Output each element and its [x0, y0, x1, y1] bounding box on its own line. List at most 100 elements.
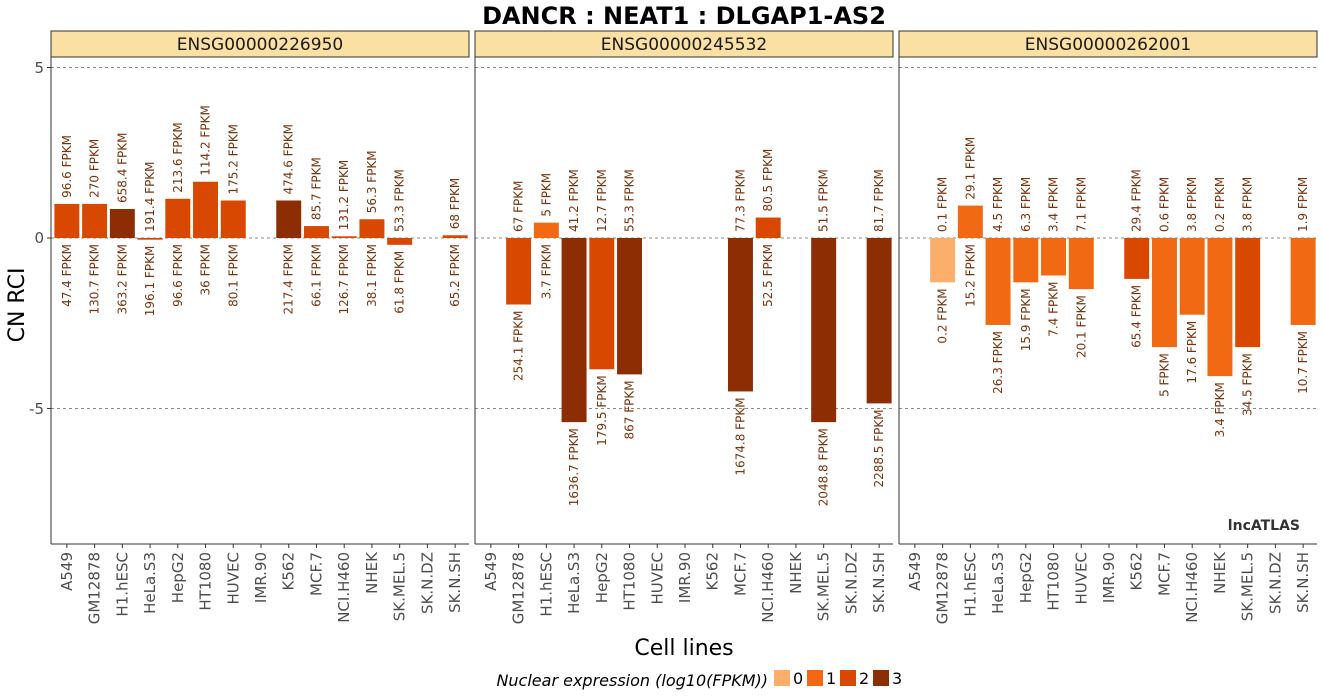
cyto-fpkm-label: 114.2 FPKM [199, 105, 213, 176]
y-axis-title: CN RCI [5, 268, 30, 343]
lncatlas-watermark: lncATLAS [1228, 518, 1300, 534]
cyto-fpkm-label: 658.4 FPKM [115, 132, 129, 203]
x-tick-label: K562 [704, 552, 722, 590]
x-tick-label: A549 [58, 552, 76, 591]
x-tick-label: NHEK [1211, 551, 1229, 594]
nuc-fpkm-label: 254.1 FPKM [512, 310, 526, 381]
x-tick-label: HUVEC [224, 552, 242, 604]
cyto-fpkm-label: 1.9 FPKM [1296, 177, 1310, 232]
cyto-fpkm-label: 68 FPKM [448, 178, 462, 229]
bar [1124, 238, 1150, 279]
x-tick-label: NCI.H460 [335, 552, 353, 623]
bar [1151, 238, 1177, 348]
facet-strip [50, 30, 470, 58]
x-tick-label: HepG2 [169, 552, 187, 603]
x-tick-label: HeLa.S3 [565, 552, 583, 614]
x-tick-label: HepG2 [1017, 552, 1035, 603]
x-tick-label: IMR.90 [1100, 552, 1118, 603]
bar [561, 238, 587, 423]
cyto-fpkm-label: 29.4 FPKM [1130, 169, 1144, 232]
legend-swatch [774, 670, 790, 686]
bar [359, 219, 385, 238]
nuc-fpkm-label: 26.3 FPKM [991, 331, 1005, 394]
nuc-fpkm-label: 1636.7 FPKM [567, 428, 581, 506]
bar [220, 200, 246, 238]
x-tick-label: H1.hESC [537, 552, 555, 617]
nuc-fpkm-label: 34.5 FPKM [1241, 353, 1255, 416]
nuc-fpkm-label: 10.7 FPKM [1296, 331, 1310, 394]
bar [811, 238, 837, 423]
nuc-fpkm-label: 65.4 FPKM [1130, 285, 1144, 348]
cyto-fpkm-label: 29.1 FPKM [963, 137, 977, 200]
cyto-fpkm-label: 85.7 FPKM [309, 157, 323, 220]
x-tick-label: NHEK [363, 551, 381, 594]
legend-swatch [840, 670, 856, 686]
bar [165, 198, 191, 238]
bar [506, 238, 532, 305]
nuc-fpkm-label: 61.8 FPKM [393, 251, 407, 314]
nuc-fpkm-label: 7.4 FPKM [1047, 282, 1061, 337]
legend-title: Nuclear expression (log10(FPKM)) [496, 671, 768, 690]
bar [109, 209, 135, 238]
x-tick-label: NHEK [787, 551, 805, 594]
bar [276, 200, 302, 238]
cyto-fpkm-label: 0.2 FPKM [1213, 177, 1227, 232]
x-tick-label: A549 [482, 552, 500, 591]
nuc-fpkm-label: 36 FPKM [199, 244, 213, 295]
x-tick-label: IMR.90 [252, 552, 270, 603]
legend-swatch [873, 670, 889, 686]
bar [589, 238, 615, 370]
nuc-fpkm-label: 867 FPKM [623, 380, 637, 439]
cyto-fpkm-label: 67 FPKM [512, 181, 526, 232]
cyto-fpkm-label: 0.1 FPKM [936, 177, 950, 232]
nuc-fpkm-label: 196.1 FPKM [143, 246, 157, 317]
bar [1207, 238, 1233, 377]
legend-label: 0 [793, 669, 803, 688]
facet-panel: ENSG00000226950 A549 96.6 FPKM 47.4 FPKM GM1… [47, 30, 470, 624]
facet-strip-label: ENSG00000226950 [177, 35, 343, 55]
x-tick-label: SK.MEL.5 [391, 552, 409, 621]
bar [1235, 238, 1261, 348]
facet-strip-label: ENSG00000262001 [1025, 35, 1191, 55]
cyto-fpkm-label: 53.3 FPKM [393, 169, 407, 232]
bar [755, 217, 781, 238]
nuc-fpkm-label: 66.1 FPKM [309, 244, 323, 307]
x-tick-label: HUVEC [648, 552, 666, 604]
legend-label: 2 [859, 669, 869, 688]
nuc-fpkm-label: 65.2 FPKM [448, 244, 462, 307]
legend: Nuclear expression (log10(FPKM)) 0 1 2 3 [496, 669, 902, 690]
cyto-fpkm-label: 12.7 FPKM [595, 169, 609, 232]
bar [866, 238, 892, 404]
nuc-fpkm-label: 20.1 FPKM [1074, 295, 1088, 358]
nuc-fpkm-label: 1674.8 FPKM [733, 397, 747, 475]
cyto-fpkm-label: 6.3 FPKM [1019, 177, 1033, 232]
bar [1290, 238, 1316, 325]
x-tick-label: HUVEC [1072, 552, 1090, 604]
cyto-fpkm-label: 175.2 FPKM [226, 124, 240, 195]
x-tick-label: HT1080 [197, 552, 215, 611]
legend-label: 1 [826, 669, 836, 688]
facet-panel: ENSG00000262001 A549 GM12878 0.1 FPKM 0.2 FP… [898, 30, 1318, 624]
bar [985, 238, 1011, 325]
x-tick-label: SK.N.DZ [418, 552, 436, 614]
legend-swatch [807, 670, 823, 686]
bar [727, 238, 753, 392]
nuc-fpkm-label: 15.2 FPKM [963, 244, 977, 307]
facet-strip [898, 30, 1318, 58]
nuc-fpkm-label: 2288.5 FPKM [872, 409, 886, 487]
x-tick-label: MCF.7 [307, 552, 325, 596]
cyto-fpkm-label: 0.6 FPKM [1157, 177, 1171, 232]
nuc-fpkm-label: 217.4 FPKM [282, 244, 296, 315]
cyto-fpkm-label: 96.6 FPKM [60, 135, 74, 198]
bar [1041, 238, 1067, 276]
nuc-fpkm-label: 0.2 FPKM [936, 288, 950, 343]
nuc-fpkm-label: 3.7 FPKM [539, 244, 553, 299]
x-tick-label: GM12878 [86, 552, 104, 624]
bar [1068, 238, 1094, 290]
bar [533, 222, 559, 238]
bar [1179, 238, 1205, 315]
bar [957, 205, 983, 238]
nuc-fpkm-label: 15.9 FPKM [1019, 288, 1033, 351]
nuc-fpkm-label: 2048.8 FPKM [817, 428, 831, 506]
